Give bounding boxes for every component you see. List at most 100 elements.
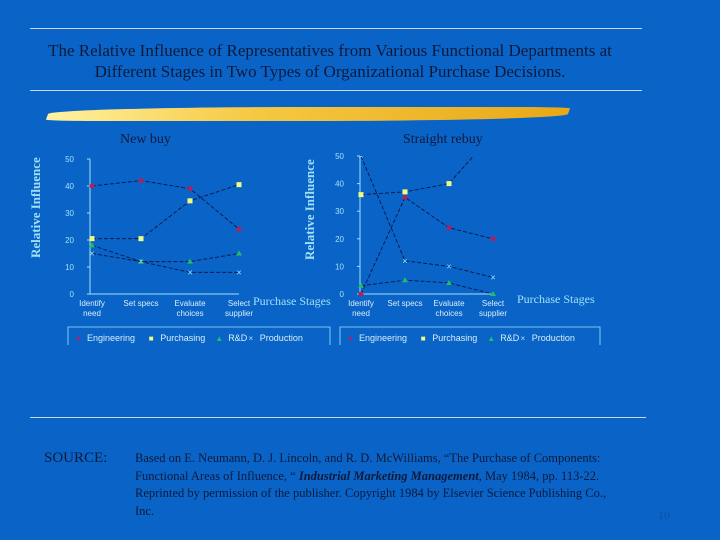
series-line-production <box>91 253 239 273</box>
y-tick-label: 20 <box>335 235 344 244</box>
point-production: × <box>490 272 495 282</box>
legend-label: Production <box>260 333 303 343</box>
series-line-r&d <box>360 279 494 295</box>
charts-svg: 0 10 20 30 40 50 Identify need Set specs Evaluate… <box>65 151 601 345</box>
point-engineering <box>490 236 496 242</box>
y-tick-label: 40 <box>65 182 74 191</box>
point-purchasing <box>236 182 242 188</box>
legend-marker: × <box>248 334 253 343</box>
legend-label: Purchasing <box>432 333 477 343</box>
point-production: × <box>187 267 192 277</box>
point-purchasing <box>138 236 144 242</box>
legend-marker: ■ <box>149 334 154 343</box>
point-purchasing <box>402 189 408 195</box>
legend-marker: ● <box>76 334 81 343</box>
point-engineering <box>358 291 364 297</box>
legend-label: Engineering <box>359 333 407 343</box>
point-r&d <box>187 258 193 264</box>
y-tick-label: 30 <box>335 207 344 216</box>
source-rule <box>30 417 646 418</box>
series-line-engineering <box>360 196 494 295</box>
point-engineering <box>187 186 193 192</box>
legend-item-r&d: ▲ R&D <box>215 333 247 343</box>
legend-label: Purchasing <box>160 333 205 343</box>
chart-1: 0 10 20 30 40 50 Identify need Set specs Evaluate… <box>335 151 601 345</box>
legend-marker: × <box>520 334 525 343</box>
legend-marker: ■ <box>421 334 426 343</box>
x-tick-label: Select supplier <box>479 299 507 318</box>
x-tick-label: Set specs <box>387 299 422 308</box>
legend-item-production: × Production <box>248 333 302 343</box>
point-production: × <box>138 257 143 267</box>
y-tick-label: 10 <box>65 263 74 272</box>
point-purchasing <box>89 236 95 242</box>
series-line-engineering <box>91 180 240 230</box>
x-tick-label: Evaluate choices <box>174 299 206 318</box>
legend-item-r&d: ▲ R&D <box>487 333 519 343</box>
x-tick-label: Evaluate choices <box>433 299 465 318</box>
legend-frame <box>67 326 331 345</box>
point-production: × <box>358 151 363 161</box>
citation-text: Based on E. Neumann, D. J. Lincoln, and … <box>135 451 601 483</box>
point-r&d <box>490 291 496 296</box>
point-purchasing <box>187 198 193 204</box>
legend-item-engineering: ● Engineering <box>348 333 407 343</box>
x-axis-label-straight-rebuy: Purchase Stages <box>517 292 595 306</box>
point-engineering <box>446 225 452 231</box>
y-tick-label: 50 <box>65 155 74 164</box>
y-tick-label: 50 <box>335 152 344 161</box>
y-tick-label: 0 <box>70 290 75 299</box>
legend-label: R&D <box>228 333 248 343</box>
x-axis-label-new-buy: Purchase Stages <box>253 294 331 308</box>
point-production: × <box>446 261 451 271</box>
x-tick-label: Set specs <box>123 299 158 308</box>
series-line-production <box>360 156 494 278</box>
point-r&d <box>358 282 364 288</box>
series-line-purchasing <box>92 184 240 240</box>
title-rule <box>30 90 642 91</box>
x-tick-label: Identify need <box>79 299 105 318</box>
legend-item-engineering: ● Engineering <box>76 333 135 343</box>
point-r&d <box>89 242 95 248</box>
point-r&d <box>402 277 408 283</box>
point-engineering <box>138 178 144 184</box>
plot-area: × × × × <box>89 178 242 277</box>
legend-marker: ● <box>348 334 353 343</box>
legend: ● Engineering ■ Purchasing ▲ R&D × Production <box>339 326 601 345</box>
point-r&d <box>446 279 452 285</box>
x-tick-label: Select supplier <box>225 299 253 318</box>
chart-0: 0 10 20 30 40 50 Identify need Set specs Evaluate… <box>65 155 331 345</box>
point-purchasing <box>358 192 364 198</box>
legend-item-production: × Production <box>520 333 574 343</box>
series-line-purchasing <box>360 156 475 196</box>
legend-item-purchasing: ■ Purchasing <box>149 333 205 343</box>
legend-label: Engineering <box>87 333 135 343</box>
point-engineering <box>89 183 95 189</box>
chart-title-new-buy: New buy <box>120 132 171 147</box>
y-tick-label: 10 <box>335 262 344 271</box>
point-production: × <box>236 267 241 277</box>
y-tick-label: 0 <box>340 290 345 299</box>
plot-area: × × × × <box>358 151 496 297</box>
chart-title-straight-rebuy: Straight rebuy <box>403 132 483 147</box>
legend-item-purchasing: ■ Purchasing <box>421 333 477 343</box>
page-number: 10 <box>658 508 670 522</box>
citation-text-end: , May 1984, pp. 113-22. Reprinted by per… <box>135 468 607 518</box>
legend-marker: ▲ <box>215 334 223 343</box>
point-engineering <box>236 226 242 232</box>
y-tick-label: 40 <box>335 180 344 189</box>
point-production: × <box>89 249 94 259</box>
point-engineering <box>402 194 408 200</box>
point-production: × <box>402 256 407 266</box>
series-line-r&d <box>91 244 240 263</box>
source-citation: Based on E. Neumann, D. J. Lincoln, and … <box>135 450 625 520</box>
x-tick-label: Identify need <box>348 299 374 318</box>
legend: ● Engineering ■ Purchasing ▲ R&D × Production <box>67 326 331 345</box>
journal-name: Industrial Marketing Management <box>298 468 479 483</box>
legend-marker: ▲ <box>487 334 495 343</box>
point-purchasing <box>446 181 452 187</box>
point-r&d <box>236 250 242 256</box>
legend-label: Production <box>532 333 575 343</box>
y-tick-label: 30 <box>65 209 74 218</box>
